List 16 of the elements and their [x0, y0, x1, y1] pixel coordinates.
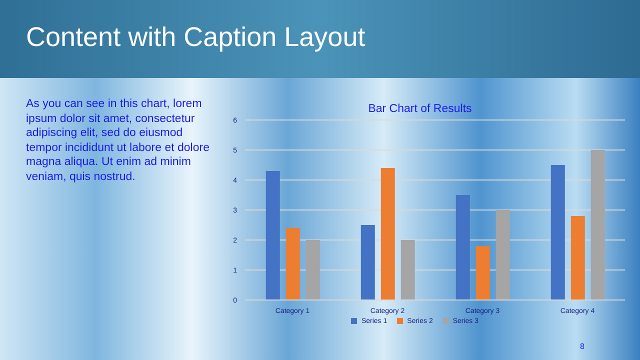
text: As you can see in this chart, lorem ipsum dolor sit amet, consectetur adipiscing elit, sed do eiusmod tempor incididunt ut labore et dolore magna aliqua. Ut enim ad minim veniam, quis nostrud.: [26, 97, 210, 184]
bar: [306, 240, 320, 300]
bar: [456, 195, 470, 300]
bar: [286, 228, 300, 300]
bar: [496, 210, 510, 300]
bar: [476, 246, 490, 300]
bar: [380, 168, 395, 300]
bar: [400, 240, 415, 300]
bar: [550, 165, 565, 300]
bar: [590, 150, 605, 300]
bar: [360, 225, 375, 300]
chart-title: Bar Chart of Results: [367, 103, 473, 115]
text: 8: [580, 342, 584, 351]
bar: [266, 171, 280, 300]
text: Content with Caption Layout: [26, 22, 366, 53]
bar: [570, 216, 585, 300]
